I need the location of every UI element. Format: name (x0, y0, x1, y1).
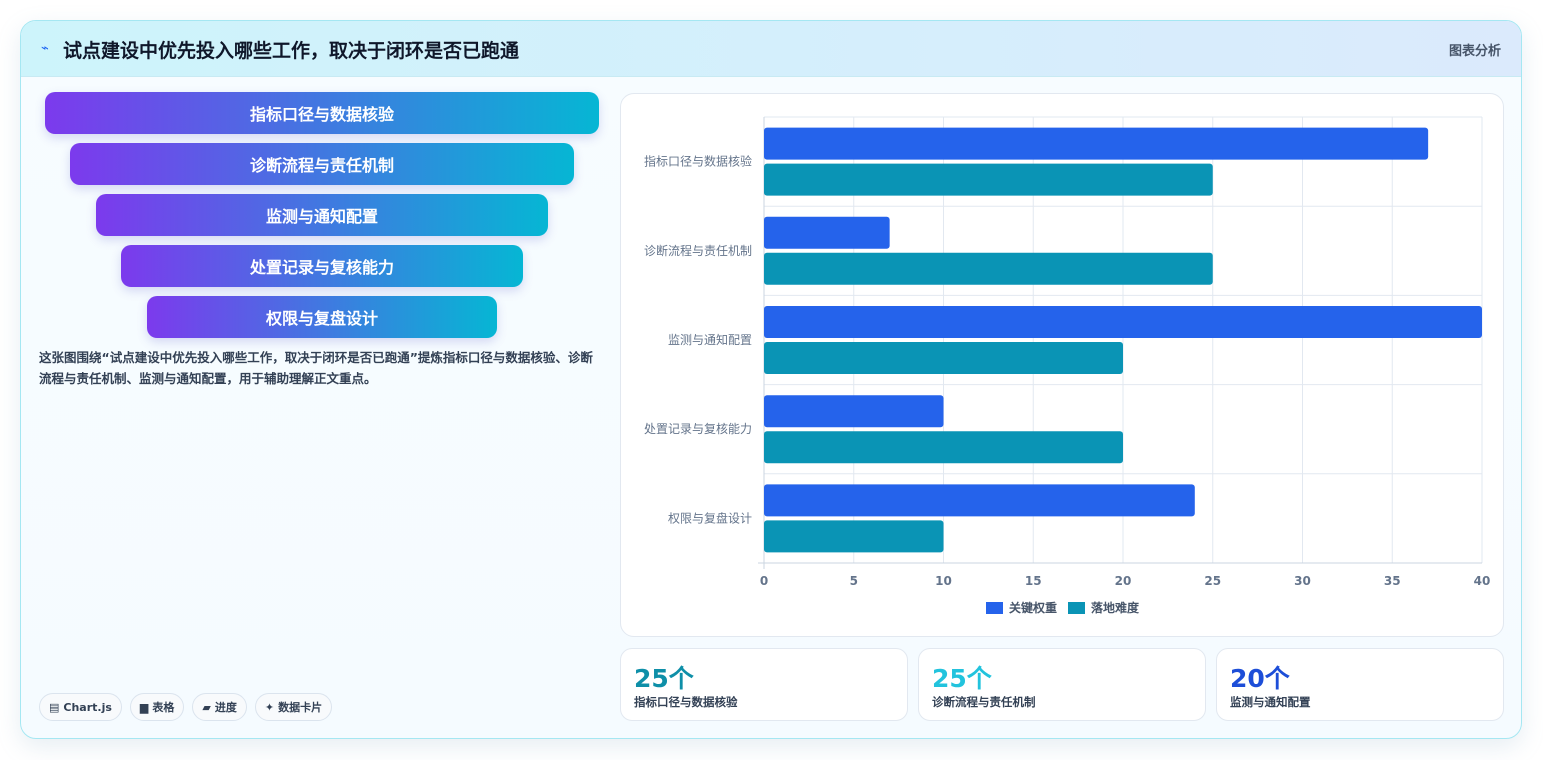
stat-value: 20个 (1230, 664, 1290, 693)
chip-progress[interactable]: ▰ 进度 (192, 693, 247, 721)
category-tag: 图表分析 (1448, 44, 1501, 59)
funnel-step-3: 监测与通知配置 (96, 194, 548, 236)
card-header: ⌁ 试点建设中优先投入哪些工作，取决于闭环是否已跑通 图表分析 (21, 21, 1521, 77)
stat-card-3: 20个 监测与通知配置 (1216, 648, 1504, 721)
stat-value: 25个 (932, 664, 992, 693)
x-tick-label: 10 (935, 574, 952, 588)
legend-swatch (1068, 602, 1085, 614)
bar-2-1 (764, 163, 1213, 196)
x-tick-label: 15 (1025, 574, 1042, 588)
bar-1-1 (764, 127, 1429, 160)
x-tick-label: 30 (1294, 574, 1311, 588)
bar-1-2 (764, 216, 890, 249)
x-tick-label: 35 (1384, 574, 1401, 588)
x-tick-label: 0 (760, 574, 768, 588)
stat-label: 指标口径与数据核验 (634, 695, 738, 709)
funnel-step-4: 处置记录与复核能力 (121, 245, 523, 287)
x-tick-label: 5 (850, 574, 858, 588)
sparkle-icon: ✦ (264, 700, 275, 714)
y-tick-label: 诊断流程与责任机制 (644, 243, 752, 258)
y-tick-label: 指标口径与数据核验 (644, 154, 752, 169)
x-tick-label: 20 (1115, 574, 1132, 588)
bar-2-3 (764, 342, 1123, 374)
chip-chartjs[interactable]: ▤ Chart.js (39, 693, 122, 721)
bar-1-4 (764, 395, 944, 428)
legend-label: 落地难度 (1091, 600, 1140, 615)
bar-2-5 (764, 520, 944, 553)
bar-chart: 指标口径与数据核验诊断流程与责任机制监测与通知配置处置记录与复核能力权限与复盘设… (644, 116, 1491, 615)
y-tick-label: 处置记录与复核能力 (644, 422, 752, 436)
stat-value: 25个 (634, 664, 694, 693)
bar-2-4 (764, 431, 1123, 464)
funnel-step-2: 诊断流程与责任机制 (70, 143, 574, 185)
stat-card-2: 25个 诊断流程与责任机制 (918, 648, 1206, 721)
stat-label: 诊断流程与责任机制 (932, 695, 1036, 709)
legend-swatch (986, 602, 1003, 614)
y-tick-label: 权限与复盘设计 (668, 510, 752, 525)
stat-label: 监测与通知配置 (1230, 695, 1311, 709)
chip-data-card[interactable]: ✦ 数据卡片 (254, 693, 333, 721)
y-tick-label: 监测与通知配置 (668, 333, 752, 347)
x-tick-label: 25 (1204, 574, 1221, 588)
progress-icon: ▰ (202, 700, 211, 714)
x-tick-label: 40 (1474, 574, 1491, 588)
feature-chips: ▤ Chart.js ▆ 表格 ▰ 进度 ✦ 数据卡片 (39, 693, 333, 721)
chip-table[interactable]: ▆ 表格 (129, 693, 185, 721)
chart-description: 这张图围绕“试点建设中优先投入哪些工作，取决于闭环是否已跑通”提炼指标口径与数据… (39, 350, 593, 386)
chart-card: ⌁ 试点建设中优先投入哪些工作，取决于闭环是否已跑通 图表分析 指标口径与数据核… (20, 20, 1522, 739)
bar-1-3 (764, 306, 1482, 338)
page-title: 试点建设中优先投入哪些工作，取决于闭环是否已跑通 (63, 40, 520, 62)
stat-card-1: 25个 指标口径与数据核验 (620, 648, 908, 721)
chart-line-icon: ⌁ (41, 41, 49, 56)
table-icon: ▆ (139, 700, 149, 714)
funnel-step-1: 指标口径与数据核验 (45, 92, 599, 134)
bar-1-5 (764, 484, 1195, 517)
chart-icon: ▤ (49, 700, 60, 714)
chart-panel: 指标口径与数据核验 诊断流程与责任机制监测与通知配置处置记录与复核能力权限与复盘设… (620, 93, 1504, 637)
funnel-step-5: 权限与复盘设计 (147, 296, 497, 338)
bar-2-2 (764, 252, 1213, 285)
legend-label: 关键权重 (1009, 600, 1057, 615)
